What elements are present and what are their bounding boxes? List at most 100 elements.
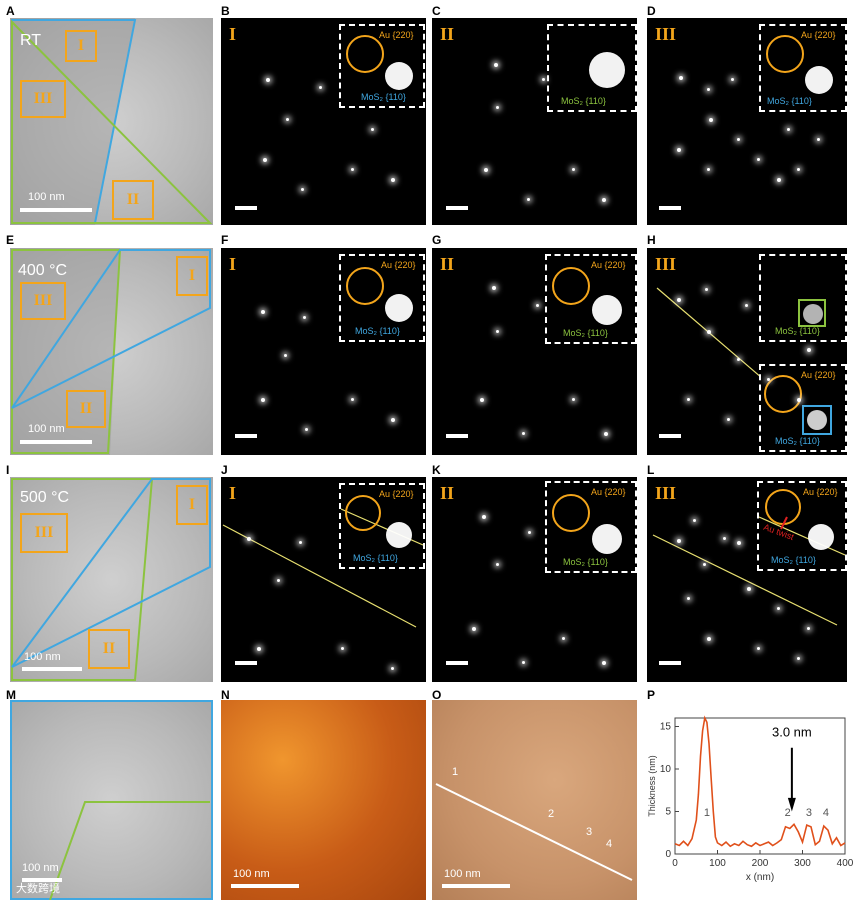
- mos-label-h-top: MoS₂ {110}: [775, 326, 820, 336]
- panel-label-b: B: [221, 4, 230, 18]
- mos-label-g: MoS₂ {110}: [563, 328, 608, 338]
- roi-II-a: II: [112, 180, 154, 220]
- annotation-text: 3.0 nm: [772, 725, 812, 740]
- diffraction-spot: [472, 627, 476, 631]
- scale-text-a: 100 nm: [28, 191, 65, 203]
- diffraction-spot: [351, 398, 354, 401]
- diffraction-spot: [677, 148, 681, 152]
- region-label-h: III: [655, 254, 677, 274]
- inset-g: Au {220} MoS₂ {110}: [545, 254, 637, 344]
- scale-text-e: 100 nm: [28, 423, 65, 435]
- diffraction-b: I Au {220} MoS₂ {110}: [221, 18, 426, 225]
- panel-label-f: F: [221, 233, 229, 247]
- scale-text-n: 100 nm: [233, 868, 270, 880]
- y-tick-label: 10: [660, 764, 672, 775]
- peak-label: 2: [785, 807, 791, 819]
- scale-text-o: 100 nm: [444, 868, 481, 880]
- diffraction-spot: [737, 541, 741, 545]
- y-tick-label: 15: [660, 722, 672, 733]
- thickness-series-line: [674, 715, 846, 848]
- au-label-k: Au {220}: [591, 487, 626, 497]
- diffraction-spot: [707, 168, 710, 171]
- afm-mark-3: 3: [586, 826, 593, 838]
- inset-l: Au {220} Au twist MoS₂ {110}: [757, 481, 847, 571]
- diffraction-spot: [777, 607, 780, 610]
- region-label-f: I: [229, 254, 237, 274]
- diffraction-g: II Au {220} MoS₂ {110}: [432, 248, 637, 455]
- panel-label-h: H: [647, 233, 656, 247]
- diffraction-spot: [528, 531, 531, 534]
- scale-text-i: 100 nm: [24, 651, 61, 663]
- scale-bar-i: [22, 667, 82, 671]
- mos-label-k: MoS₂ {110}: [563, 557, 608, 567]
- diffraction-d: III Au {220} MoS₂ {110}: [647, 18, 847, 225]
- diffraction-spot: [797, 657, 800, 660]
- diffraction-spot: [747, 587, 751, 591]
- diffraction-spot: [602, 661, 606, 665]
- diffraction-spot: [679, 76, 683, 80]
- diffraction-spot: [572, 168, 575, 171]
- diffraction-spot: [707, 88, 710, 91]
- x-tick-label: 300: [794, 858, 811, 869]
- diffraction-h: III MoS₂ {110} Au {220} MoS₂ {110}: [647, 248, 847, 455]
- diffraction-spot: [305, 428, 308, 431]
- region-label-b: I: [229, 24, 237, 44]
- scale-bar-e: [20, 440, 92, 444]
- diffraction-spot: [371, 128, 374, 131]
- y-tick-label: 5: [665, 807, 671, 818]
- panel-label-o: O: [432, 688, 442, 702]
- inset-j: Au {220} MoS₂ {110}: [339, 483, 425, 569]
- scale-text-m: 100 nm: [22, 862, 59, 874]
- diffraction-spot: [777, 178, 781, 182]
- scale-bar-l: [659, 661, 681, 665]
- mos-label-j: MoS₂ {110}: [353, 553, 398, 563]
- peak-label: 1: [704, 807, 710, 819]
- inset-h-top: MoS₂ {110}: [759, 254, 847, 342]
- watermark: 大数跨境: [16, 883, 60, 895]
- diffraction-spot: [351, 168, 354, 171]
- diffraction-spot: [494, 63, 498, 67]
- diffraction-spot: [299, 541, 302, 544]
- y-tick-label: 0: [665, 849, 671, 860]
- diffraction-spot: [496, 106, 499, 109]
- diffraction-spot: [536, 304, 539, 307]
- diffraction-spot: [737, 358, 740, 361]
- diffraction-spot: [687, 597, 690, 600]
- diffraction-spot: [737, 138, 740, 141]
- roi-II-i: II: [88, 629, 130, 669]
- diffraction-spot: [261, 310, 265, 314]
- temp-400: 400 °C: [18, 262, 68, 279]
- annotation-arrow-head: [787, 797, 796, 812]
- scale-bar-c: [446, 206, 468, 210]
- diffraction-spot: [341, 647, 344, 650]
- au-label-l: Au {220}: [803, 487, 838, 497]
- roi-III-a: III: [20, 80, 66, 118]
- panel-label-d: D: [647, 4, 656, 18]
- diffraction-spot: [693, 519, 696, 522]
- panel-label-k: K: [432, 463, 441, 477]
- diffraction-spot: [787, 128, 790, 131]
- diffraction-spot: [261, 398, 265, 402]
- au-label-b: Au {220}: [379, 30, 414, 40]
- mos-label-f: MoS₂ {110}: [355, 326, 400, 336]
- diffraction-spot: [247, 537, 251, 541]
- afm-image-o: 1 2 3 4 100 nm: [432, 700, 637, 900]
- afm-image-n: 100 nm: [221, 700, 426, 900]
- panel-label-j: J: [221, 463, 228, 477]
- diffraction-spot: [286, 118, 289, 121]
- diffraction-spot: [797, 398, 801, 402]
- diffraction-spot: [484, 168, 488, 172]
- diffraction-spot: [604, 432, 608, 436]
- diffraction-spot: [723, 537, 726, 540]
- diffraction-spot: [602, 198, 606, 202]
- scale-bar-b: [235, 206, 257, 210]
- diffraction-spot: [807, 348, 811, 352]
- diffraction-spot: [263, 158, 267, 162]
- tem-image-a: RT I III II 100 nm: [10, 18, 213, 225]
- diffraction-spot: [319, 86, 322, 89]
- diffraction-spot: [727, 418, 730, 421]
- diffraction-spot: [480, 398, 484, 402]
- afm-mark-4: 4: [606, 838, 613, 850]
- tem-image-e: 400 °C I III II 100 nm: [10, 248, 213, 455]
- mos-label-c: MoS₂ {110}: [561, 96, 606, 106]
